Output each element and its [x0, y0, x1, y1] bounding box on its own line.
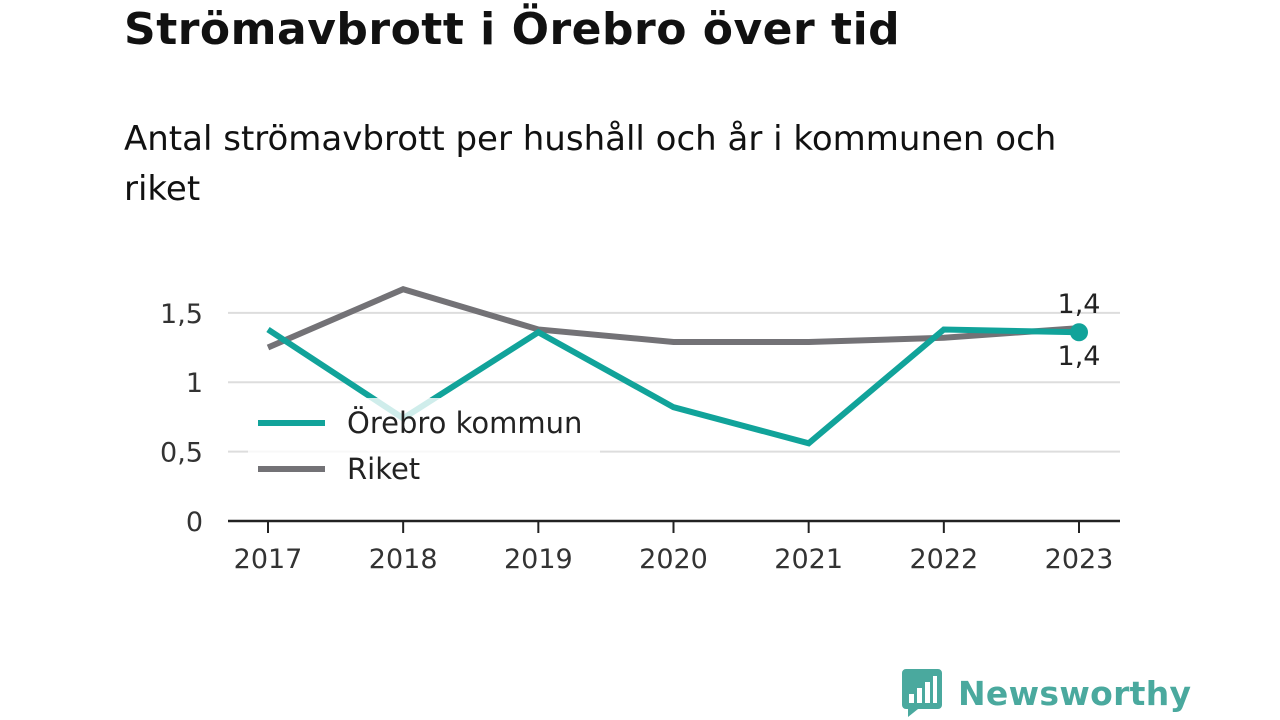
x-tick-label: 2018 [369, 544, 438, 575]
x-tick-label: 2023 [1045, 544, 1114, 575]
end-value-label: 1,4 [1058, 289, 1101, 320]
y-tick-label: 0,5 [160, 438, 203, 469]
legend-label: Örebro kommun [347, 406, 582, 440]
x-tick-label: 2017 [234, 544, 303, 575]
end-value-label: 1,4 [1058, 341, 1101, 372]
bar-chart-speech-bubble-icon [902, 669, 942, 717]
y-tick-label: 1 [186, 368, 203, 399]
x-axis-tick-labels: 2017 2018 2019 2020 2021 2022 2023 [234, 544, 1114, 575]
y-tick-label: 1,5 [160, 299, 203, 330]
x-tick-label: 2019 [504, 544, 573, 575]
brand-name: Newsworthy [958, 673, 1192, 713]
x-tick-label: 2022 [909, 544, 978, 575]
series-end-marker [1070, 323, 1088, 342]
x-tick-label: 2021 [774, 544, 843, 575]
x-axis [228, 519, 1120, 533]
legend: Örebro kommun Riket [248, 398, 600, 496]
series-line [266, 286, 1080, 351]
legend-background [248, 398, 600, 496]
x-tick-label: 2020 [639, 544, 708, 575]
end-value-labels: 1,4 1,4 [1058, 289, 1101, 372]
chart-title: Strömavbrott i Örebro över tid [124, 4, 901, 55]
legend-label: Riket [347, 452, 420, 486]
y-tick-label: 0 [186, 507, 203, 538]
y-axis-tick-labels: 0 0,5 1 1,5 [160, 299, 203, 538]
newsworthy-logo: Newsworthy [902, 668, 1191, 718]
chart-subtitle: Antal strömavbrott per hushåll och år i … [124, 119, 1057, 209]
